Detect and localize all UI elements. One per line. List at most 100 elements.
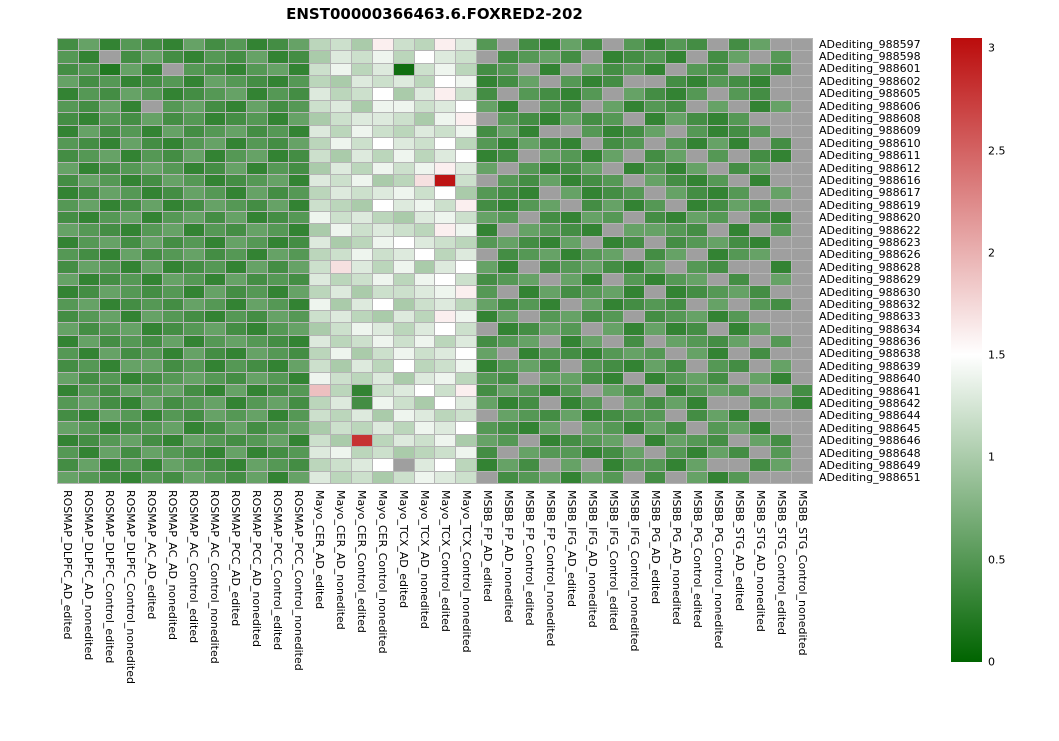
heatmap-cell bbox=[687, 113, 708, 125]
column-label: MSBB_STG_Control_edited bbox=[775, 490, 788, 635]
heatmap-cell bbox=[78, 63, 99, 76]
heatmap-cell bbox=[624, 273, 645, 286]
heatmap-cell bbox=[58, 310, 78, 323]
heatmap-cell bbox=[645, 76, 666, 88]
heatmap-cell bbox=[162, 273, 183, 286]
heatmap-cell bbox=[99, 286, 120, 298]
heatmap-cell bbox=[519, 372, 540, 385]
heatmap-cell bbox=[141, 125, 162, 137]
heatmap-cell bbox=[645, 273, 666, 286]
heatmap-cell bbox=[288, 372, 309, 385]
heatmap-cell bbox=[435, 224, 456, 236]
heatmap-cell bbox=[351, 88, 372, 100]
heatmap-cell bbox=[351, 236, 372, 249]
heatmap-cell bbox=[246, 422, 267, 434]
heatmap-cell bbox=[225, 372, 246, 385]
heatmap-cell bbox=[750, 286, 771, 298]
heatmap-cell bbox=[729, 385, 750, 397]
heatmap-cell bbox=[58, 113, 78, 125]
heatmap-cell bbox=[645, 236, 666, 249]
heatmap-cell bbox=[393, 323, 414, 335]
heatmap-cell bbox=[288, 446, 309, 459]
heatmap-cell bbox=[351, 409, 372, 422]
heatmap-cell bbox=[435, 125, 456, 137]
heatmap-cell bbox=[624, 125, 645, 137]
heatmap-cell bbox=[687, 471, 708, 483]
heatmap-cell bbox=[225, 261, 246, 273]
heatmap-cell bbox=[162, 63, 183, 76]
heatmap-cell bbox=[729, 51, 750, 63]
heatmap-cell bbox=[246, 187, 267, 199]
heatmap-cell bbox=[120, 249, 141, 261]
heatmap-cell bbox=[309, 174, 330, 187]
heatmap-cell bbox=[120, 385, 141, 397]
heatmap-cell bbox=[498, 335, 519, 348]
row-labels: ADediting_988597 ADediting_988598 ADeditin… bbox=[819, 38, 949, 484]
heatmap-cell bbox=[435, 212, 456, 224]
heatmap-cell bbox=[582, 113, 603, 125]
heatmap-cell bbox=[246, 63, 267, 76]
heatmap-cell bbox=[414, 335, 435, 348]
heatmap-cell bbox=[750, 397, 771, 409]
heatmap-cell bbox=[519, 385, 540, 397]
heatmap-cell bbox=[330, 310, 351, 323]
heatmap-cell bbox=[435, 63, 456, 76]
heatmap-cell bbox=[582, 273, 603, 286]
heatmap-cell bbox=[183, 273, 204, 286]
heatmap-cell bbox=[162, 360, 183, 372]
heatmap-cell bbox=[330, 298, 351, 310]
heatmap-cell bbox=[330, 100, 351, 113]
heatmap-cell bbox=[58, 459, 78, 471]
heatmap-cell bbox=[141, 409, 162, 422]
colorbar-tick-label: 2 bbox=[988, 246, 995, 260]
heatmap-cell bbox=[729, 224, 750, 236]
heatmap-cell bbox=[141, 310, 162, 323]
heatmap-cell bbox=[225, 113, 246, 125]
heatmap-cell bbox=[225, 150, 246, 162]
heatmap-cell bbox=[498, 298, 519, 310]
heatmap-cell bbox=[309, 471, 330, 483]
heatmap-cell bbox=[393, 335, 414, 348]
heatmap-cell bbox=[141, 76, 162, 88]
heatmap-cell bbox=[708, 125, 729, 137]
row-label: ADediting_988642 bbox=[819, 397, 921, 411]
heatmap-cell bbox=[750, 434, 771, 446]
heatmap-cell bbox=[477, 125, 498, 137]
heatmap-cell bbox=[414, 224, 435, 236]
heatmap-cell bbox=[267, 298, 288, 310]
heatmap-cell bbox=[372, 39, 393, 51]
heatmap-cell bbox=[771, 100, 792, 113]
heatmap-cell bbox=[183, 150, 204, 162]
heatmap-cell bbox=[687, 51, 708, 63]
heatmap-cell bbox=[309, 310, 330, 323]
heatmap-cell bbox=[456, 212, 477, 224]
heatmap-cell bbox=[540, 348, 561, 360]
heatmap-cell bbox=[477, 162, 498, 174]
heatmap-cell bbox=[708, 249, 729, 261]
heatmap-cell bbox=[519, 76, 540, 88]
row-label: ADediting_988651 bbox=[819, 471, 921, 485]
row-label: ADediting_988601 bbox=[819, 62, 921, 76]
heatmap-cell bbox=[708, 224, 729, 236]
heatmap-cell bbox=[162, 434, 183, 446]
heatmap-cell bbox=[561, 76, 582, 88]
heatmap-cell bbox=[393, 100, 414, 113]
heatmap-cell bbox=[792, 409, 812, 422]
heatmap-cell bbox=[204, 323, 225, 335]
heatmap-cell bbox=[330, 323, 351, 335]
heatmap-cell bbox=[58, 372, 78, 385]
heatmap-cell bbox=[225, 162, 246, 174]
heatmap-cell bbox=[666, 199, 687, 212]
heatmap-cell bbox=[729, 63, 750, 76]
heatmap-cell bbox=[267, 212, 288, 224]
heatmap-cell bbox=[372, 385, 393, 397]
heatmap-cell bbox=[372, 459, 393, 471]
heatmap-cell bbox=[603, 236, 624, 249]
row-label: ADediting_988645 bbox=[819, 421, 921, 435]
heatmap-cell bbox=[183, 113, 204, 125]
column-label: MSBB_FP_Control_nonedited bbox=[544, 490, 557, 647]
heatmap-cell bbox=[666, 335, 687, 348]
heatmap-cell bbox=[78, 174, 99, 187]
heatmap-cell bbox=[603, 261, 624, 273]
heatmap-cell bbox=[708, 360, 729, 372]
